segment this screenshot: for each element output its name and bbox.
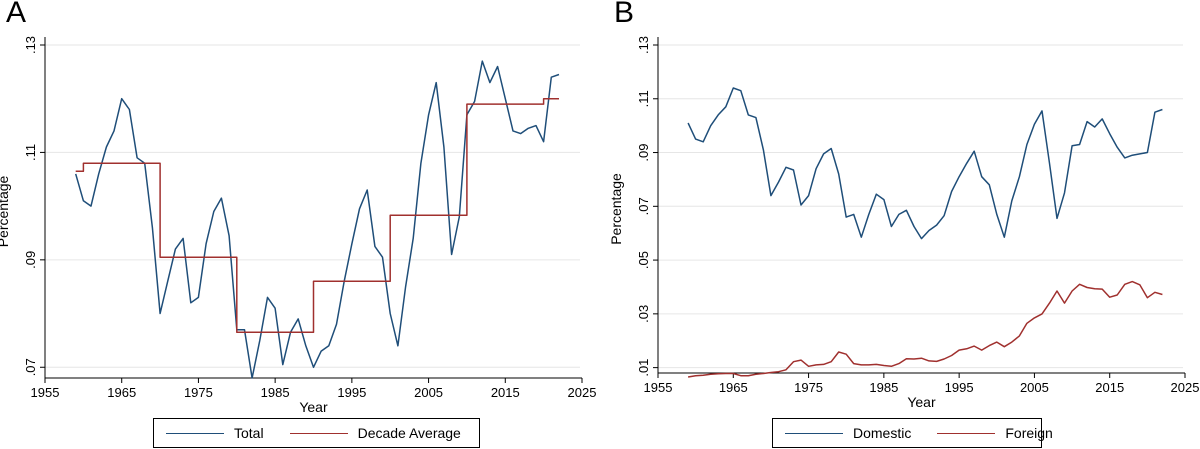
- x-tick-label: 1955: [31, 385, 60, 400]
- x-axis-label: Year: [907, 394, 936, 410]
- panel-letter: B: [614, 0, 635, 29]
- panel-a: A .07 .09 .11 .13 1955 1965 1975 1985 1995 2005 20…: [0, 0, 597, 448]
- legend-swatch-decade-average: [289, 432, 348, 434]
- x-tick-label: 1985: [869, 380, 898, 395]
- chart-b-plot: .01 .03 .05 .07 .09 .11 .13 1955 1965 1975 1985 199…: [608, 36, 1200, 410]
- series-line-domestic: [687, 87, 1163, 240]
- x-tick-label: 1975: [184, 385, 213, 400]
- x-tick-label: 1995: [945, 380, 974, 395]
- x-tick-label: 2025: [568, 385, 597, 400]
- x-tick-label: 2015: [491, 385, 520, 400]
- x-tick-label: 1955: [644, 380, 673, 395]
- y-tick-label: .01: [636, 359, 651, 377]
- legend-label-total: Total: [234, 425, 264, 441]
- y-axis-label: Percentage: [0, 175, 11, 247]
- x-tick-label: 2025: [1171, 380, 1200, 395]
- x-tick-label: 1985: [261, 385, 290, 400]
- y-axis-label: Percentage: [608, 173, 624, 245]
- y-tick-label: .07: [23, 358, 38, 376]
- series-line-total: [74, 60, 560, 379]
- legend-swatch-domestic: [785, 432, 843, 434]
- x-tick-label: 1965: [107, 385, 136, 400]
- legend-item-domestic: Domestic: [785, 425, 911, 441]
- x-tick-label: 1965: [719, 380, 748, 395]
- y-tick-label: .09: [23, 251, 38, 269]
- chart-a-plot: .07 .09 .11 .13 1955 1965 1975 1985 1995 2005 2015…: [0, 36, 597, 415]
- x-tick-label: 2015: [1095, 380, 1124, 395]
- legend-label-foreign: Foreign: [1005, 425, 1053, 441]
- y-tick-label: .09: [636, 144, 651, 162]
- legend-a: Total Decade Average: [153, 418, 480, 448]
- x-tick-label: 1975: [794, 380, 823, 395]
- y-tick-label: .11: [636, 90, 651, 107]
- series-line-foreign: [687, 280, 1163, 378]
- series-line-decade-average: [75, 97, 559, 334]
- legend-b: Domestic Foreign: [772, 418, 1053, 448]
- legend-item-foreign: Foreign: [937, 425, 1053, 441]
- x-axis-label: Year: [299, 399, 328, 415]
- y-tick-label: .13: [23, 36, 38, 54]
- legend-label-domestic: Domestic: [853, 425, 912, 441]
- legend-item-total: Total: [166, 425, 264, 441]
- x-tick-label: 1995: [337, 385, 366, 400]
- legend-swatch-total: [166, 432, 224, 434]
- y-tick-label: .03: [636, 305, 651, 323]
- x-tick-label: 2005: [414, 385, 443, 400]
- y-tick-label: .05: [636, 251, 651, 269]
- y-tick-label: .13: [636, 36, 651, 54]
- x-tick-label: 2005: [1020, 380, 1049, 395]
- legend-swatch-foreign: [937, 432, 996, 434]
- legend-label-decade-average: Decade Average: [357, 425, 461, 441]
- panel-b: B .01 .03 .05 .07 .09 .11 .13 1955 1965 1975 1985 1…: [600, 0, 1200, 449]
- y-tick-label: .07: [636, 197, 651, 215]
- panel-letter: A: [6, 0, 27, 29]
- y-tick-label: .11: [23, 144, 38, 161]
- legend-item-decade-average: Decade Average: [289, 425, 461, 441]
